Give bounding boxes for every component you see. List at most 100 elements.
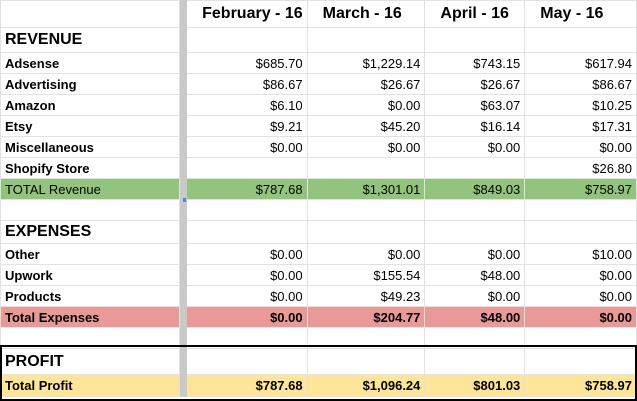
value-cell[interactable]: $17.31 <box>524 115 637 137</box>
value-cell[interactable]: $10.25 <box>524 94 637 116</box>
empty-cell[interactable] <box>524 327 637 349</box>
empty-cell[interactable] <box>424 199 526 221</box>
frozen-divider <box>179 285 188 307</box>
empty-cell[interactable] <box>524 220 637 244</box>
total-expenses-value[interactable]: $0.00 <box>186 306 308 328</box>
value-cell[interactable] <box>306 157 426 179</box>
row-label-advertising[interactable]: Advertising <box>0 73 181 95</box>
value-cell[interactable]: $0.00 <box>186 264 308 286</box>
value-cell[interactable]: $0.00 <box>424 136 526 158</box>
empty-cell[interactable] <box>306 27 426 53</box>
total-revenue-value[interactable]: $1,301.01 <box>306 178 426 200</box>
value-cell[interactable]: $63.07 <box>424 94 526 116</box>
value-cell[interactable]: $0.00 <box>524 285 637 307</box>
row-label-other[interactable]: Other <box>0 243 181 265</box>
frozen-divider[interactable] <box>179 0 188 28</box>
total-expenses-value[interactable]: $0.00 <box>524 306 637 328</box>
column-header-may[interactable]: May - 16 <box>524 0 637 28</box>
empty-cell[interactable] <box>306 220 426 244</box>
value-cell[interactable]: $26.80 <box>524 157 637 179</box>
total-profit-value[interactable]: $787.68 <box>186 374 308 397</box>
total-revenue-row: TOTAL Revenue $787.68 $1,301.01 $849.03 … <box>0 178 637 200</box>
row-label-upwork[interactable]: Upwork <box>0 264 181 286</box>
column-header-april[interactable]: April - 16 <box>424 0 526 28</box>
fill-handle[interactable] <box>183 198 186 202</box>
value-cell[interactable]: $49.23 <box>306 285 426 307</box>
value-cell[interactable]: $0.00 <box>306 136 426 158</box>
empty-cell[interactable] <box>524 27 637 53</box>
total-revenue-label[interactable]: TOTAL Revenue <box>0 178 181 200</box>
table-row: Amazon $6.10 $0.00 $63.07 $10.25 <box>0 94 637 116</box>
empty-cell[interactable] <box>186 327 308 349</box>
column-header-march[interactable]: March - 16 <box>306 0 426 28</box>
empty-cell[interactable] <box>186 220 308 244</box>
value-cell[interactable]: $16.14 <box>424 115 526 137</box>
total-expenses-value[interactable]: $204.77 <box>306 306 426 328</box>
row-label-miscellaneous[interactable]: Miscellaneous <box>0 136 181 158</box>
total-revenue-value[interactable]: $849.03 <box>424 178 526 200</box>
row-label-etsy[interactable]: Etsy <box>0 115 181 137</box>
row-label-shopify-store[interactable]: Shopify Store <box>0 157 181 179</box>
value-cell[interactable]: $26.67 <box>306 73 426 95</box>
empty-cell[interactable] <box>424 220 526 244</box>
table-row: Upwork $0.00 $155.54 $48.00 $0.00 <box>0 264 637 286</box>
value-cell[interactable]: $9.21 <box>186 115 308 137</box>
total-profit-value[interactable]: $1,096.24 <box>306 374 426 397</box>
value-cell[interactable]: $685.70 <box>186 52 308 74</box>
value-cell[interactable]: $0.00 <box>424 243 526 265</box>
value-cell[interactable]: $1,229.14 <box>306 52 426 74</box>
value-cell[interactable] <box>424 157 526 179</box>
value-cell[interactable]: $26.67 <box>424 73 526 95</box>
row-label-products[interactable]: Products <box>0 285 181 307</box>
value-cell[interactable] <box>186 157 308 179</box>
total-revenue-value[interactable]: $758.97 <box>524 178 637 200</box>
value-cell[interactable]: $0.00 <box>306 243 426 265</box>
value-cell[interactable]: $0.00 <box>524 136 637 158</box>
empty-cell[interactable] <box>524 199 637 221</box>
row-label-adsense[interactable]: Adsense <box>0 52 181 74</box>
total-profit-value[interactable]: $758.97 <box>524 374 637 397</box>
value-cell[interactable]: $45.20 <box>306 115 426 137</box>
empty-cell[interactable] <box>306 199 426 221</box>
value-cell[interactable]: $0.00 <box>524 264 637 286</box>
frozen-divider <box>179 348 188 375</box>
value-cell[interactable]: $6.10 <box>186 94 308 116</box>
value-cell[interactable]: $48.00 <box>424 264 526 286</box>
value-cell[interactable]: $86.67 <box>524 73 637 95</box>
value-cell[interactable]: $0.00 <box>424 285 526 307</box>
header-label-cell[interactable] <box>0 0 181 28</box>
total-profit-row: Total Profit $787.68 $1,096.24 $801.03 $… <box>0 374 637 397</box>
value-cell[interactable]: $0.00 <box>186 136 308 158</box>
empty-cell[interactable] <box>0 199 181 221</box>
value-cell[interactable]: $0.00 <box>306 94 426 116</box>
value-cell[interactable]: $0.00 <box>186 243 308 265</box>
total-profit-label[interactable]: Total Profit <box>0 374 181 397</box>
empty-cell[interactable] <box>186 199 308 221</box>
empty-cell[interactable] <box>524 348 637 375</box>
expenses-section-row: EXPENSES <box>0 220 637 244</box>
revenue-section-title[interactable]: REVENUE <box>0 27 181 53</box>
empty-cell[interactable] <box>0 327 181 349</box>
empty-cell[interactable] <box>306 348 426 375</box>
total-expenses-value[interactable]: $48.00 <box>424 306 526 328</box>
value-cell[interactable]: $0.00 <box>186 285 308 307</box>
value-cell[interactable]: $10.00 <box>524 243 637 265</box>
value-cell[interactable]: $86.67 <box>186 73 308 95</box>
total-profit-value[interactable]: $801.03 <box>424 374 526 397</box>
row-label-amazon[interactable]: Amazon <box>0 94 181 116</box>
empty-cell[interactable] <box>306 327 426 349</box>
value-cell[interactable]: $617.94 <box>524 52 637 74</box>
frozen-divider <box>179 327 188 349</box>
total-expenses-label[interactable]: Total Expenses <box>0 306 181 328</box>
total-revenue-value[interactable]: $787.68 <box>186 178 308 200</box>
empty-cell[interactable] <box>424 27 526 53</box>
value-cell[interactable]: $743.15 <box>424 52 526 74</box>
column-header-february[interactable]: February - 16 <box>186 0 308 28</box>
empty-cell[interactable] <box>424 348 526 375</box>
empty-cell[interactable] <box>186 348 308 375</box>
expenses-section-title[interactable]: EXPENSES <box>0 220 181 244</box>
empty-cell[interactable] <box>186 27 308 53</box>
empty-cell[interactable] <box>424 327 526 349</box>
value-cell[interactable]: $155.54 <box>306 264 426 286</box>
profit-section-title[interactable]: PROFIT <box>0 348 181 375</box>
